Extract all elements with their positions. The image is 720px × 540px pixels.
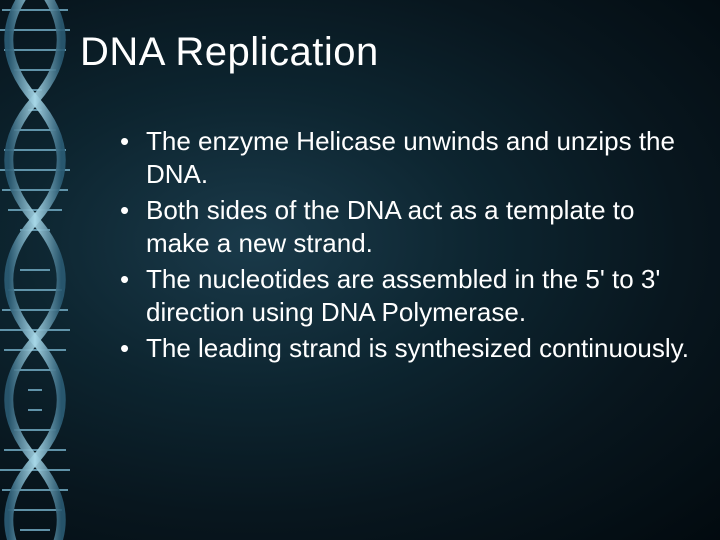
bullet-item: Both sides of the DNA act as a template …: [120, 194, 690, 259]
bullet-item: The nucleotides are assembled in the 5' …: [120, 263, 690, 328]
bullet-list: The enzyme Helicase unwinds and unzips t…: [80, 125, 690, 365]
slide-content: DNA Replication The enzyme Helicase unwi…: [80, 30, 690, 369]
bullet-item: The enzyme Helicase unwinds and unzips t…: [120, 125, 690, 190]
bullet-item: The leading strand is synthesized contin…: [120, 332, 690, 365]
slide-title: DNA Replication: [80, 30, 690, 75]
